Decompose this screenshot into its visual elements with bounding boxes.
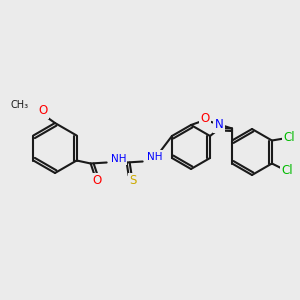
Text: NH: NH (111, 154, 126, 164)
Text: O: O (38, 104, 48, 118)
Text: Cl: Cl (283, 131, 295, 144)
Text: S: S (129, 174, 136, 187)
Text: CH₃: CH₃ (11, 100, 29, 110)
Text: NH: NH (147, 152, 162, 161)
Text: Cl: Cl (281, 164, 293, 177)
Text: O: O (92, 174, 101, 187)
Text: O: O (200, 112, 210, 124)
Text: N: N (215, 118, 224, 131)
